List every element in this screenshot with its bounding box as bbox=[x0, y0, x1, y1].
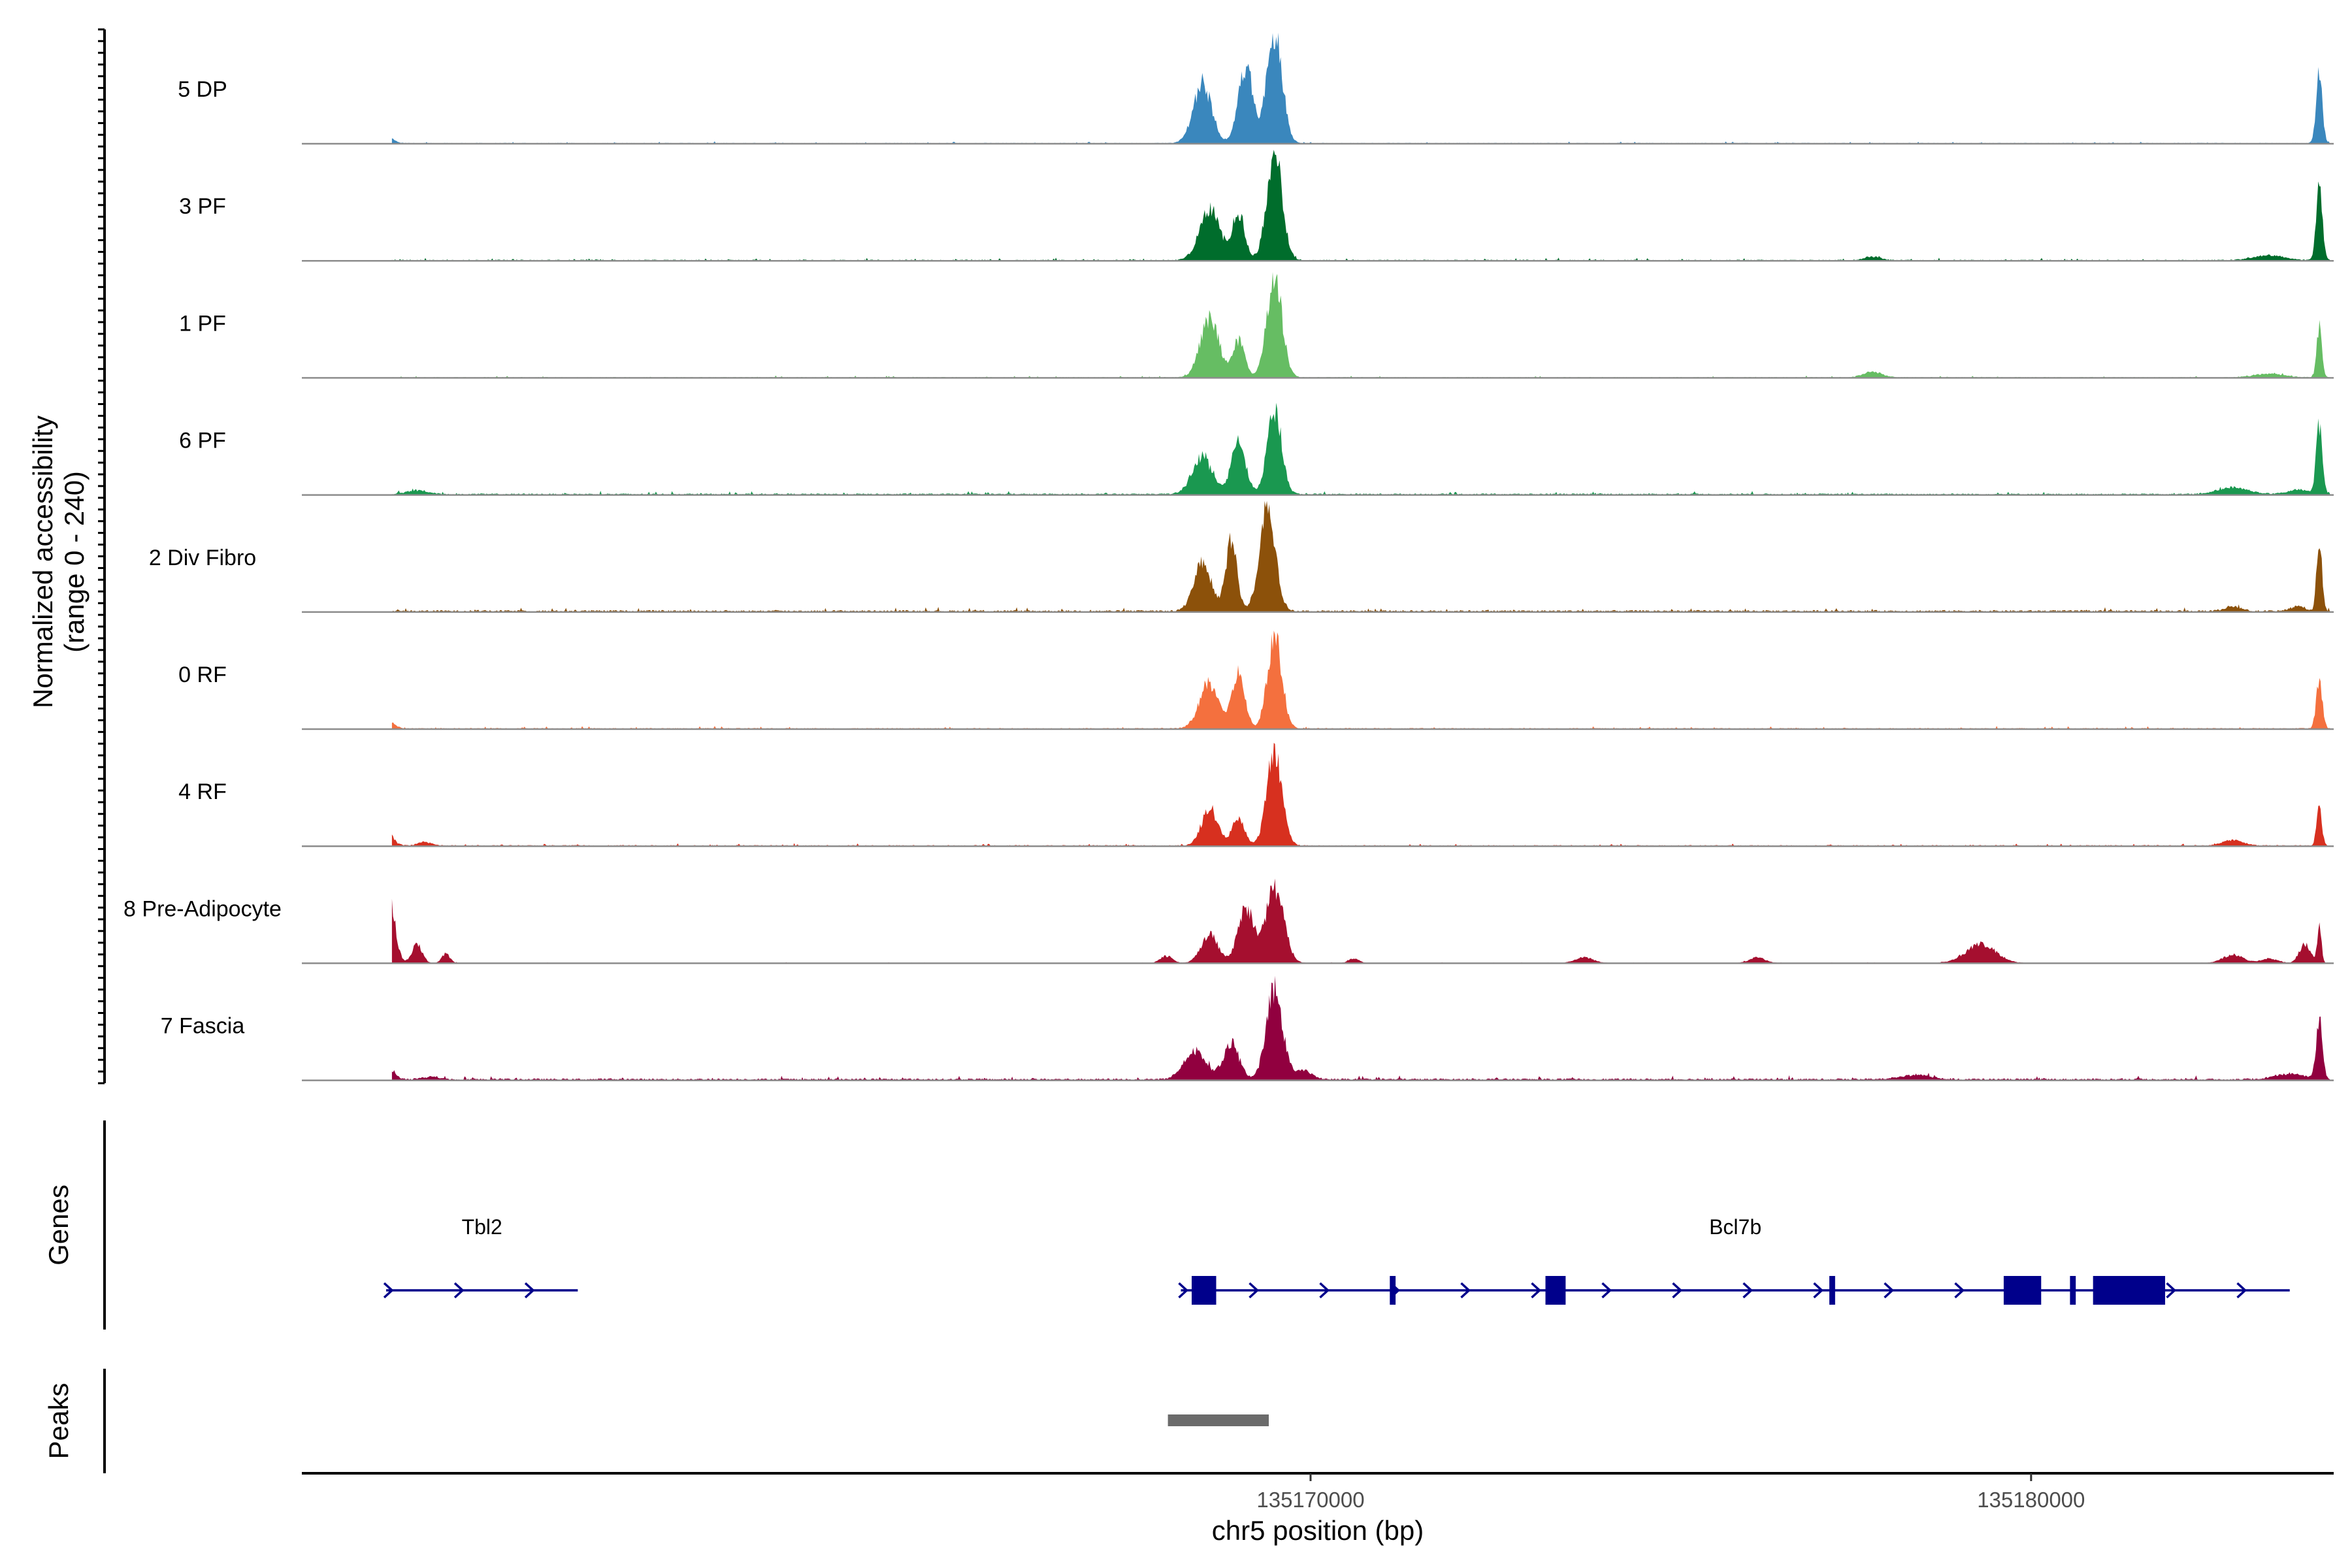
coverage-track: 4 RF bbox=[178, 743, 2334, 847]
coverage-track: 8 Pre-Adipocyte bbox=[123, 878, 2334, 964]
x-axis-title: chr5 position (bp) bbox=[1212, 1515, 1424, 1546]
gene-exon bbox=[1390, 1276, 1396, 1305]
track-label: 0 RF bbox=[178, 662, 227, 687]
track-label: 6 PF bbox=[179, 429, 226, 453]
strand-arrow bbox=[524, 1282, 535, 1299]
peak-region bbox=[1168, 1414, 1269, 1426]
track-label: 1 PF bbox=[179, 311, 226, 336]
gene: Tbl2 bbox=[383, 1215, 578, 1299]
gene-exon bbox=[2093, 1276, 2165, 1305]
strand-arrow bbox=[383, 1282, 394, 1299]
track-label: 2 Div Fibro bbox=[149, 546, 256, 570]
strand-arrow bbox=[1531, 1282, 1542, 1299]
x-axis-ticks: 135170000 135180000 bbox=[1256, 1473, 2085, 1512]
genes-panel-title: Genes bbox=[43, 1184, 74, 1266]
coverage-track: 1 PF bbox=[179, 272, 2334, 379]
coverage-track: 0 RF bbox=[178, 630, 2334, 730]
track-label: 3 PF bbox=[179, 194, 226, 219]
strand-arrow bbox=[1249, 1282, 1260, 1299]
strand-arrow bbox=[1601, 1282, 1612, 1299]
gene: Bcl7b bbox=[1178, 1215, 2290, 1305]
track-label: 8 Pre-Adipocyte bbox=[123, 896, 282, 921]
strand-arrow bbox=[1742, 1282, 1754, 1299]
strand-arrow bbox=[1672, 1282, 1683, 1299]
gene-annotation-track: Tbl2 Bcl7b bbox=[383, 1215, 2290, 1305]
gene-name-label: Tbl2 bbox=[462, 1215, 502, 1239]
gene-exon bbox=[2003, 1276, 2042, 1305]
gene-exon bbox=[2070, 1276, 2076, 1305]
strand-arrow bbox=[1884, 1282, 1895, 1299]
x-tick-label: 135170000 bbox=[1256, 1488, 1364, 1512]
track-label: 4 RF bbox=[178, 779, 227, 804]
coverage-track: 2 Div Fibro bbox=[149, 500, 2334, 613]
accessibility-y-axis bbox=[98, 28, 106, 1085]
peak-regions-track bbox=[1168, 1414, 1269, 1426]
gene-exon bbox=[1545, 1276, 1566, 1305]
strand-arrow bbox=[2236, 1282, 2247, 1299]
y-axis-title-line2: (range 0 - 240) bbox=[59, 471, 90, 653]
gene-name-label: Bcl7b bbox=[1709, 1215, 1761, 1239]
track-label: 5 DP bbox=[178, 77, 227, 102]
strand-arrow bbox=[1460, 1282, 1471, 1299]
strand-arrow bbox=[1319, 1282, 1330, 1299]
coverage-track: 6 PF bbox=[179, 402, 2334, 496]
gene-exon bbox=[1829, 1276, 1835, 1305]
coverage-track: 7 Fascia bbox=[161, 975, 2334, 1081]
y-axis-title-line1: Normalized accessibility bbox=[27, 416, 58, 708]
track-label: 7 Fascia bbox=[161, 1014, 245, 1039]
strand-arrow bbox=[2166, 1282, 2177, 1299]
gene-exon bbox=[1192, 1276, 1217, 1305]
strand-arrow bbox=[1813, 1282, 1824, 1299]
strand-arrow bbox=[1178, 1282, 1189, 1299]
x-tick-label: 135180000 bbox=[1977, 1488, 2085, 1512]
strand-arrow bbox=[453, 1282, 465, 1299]
coverage-track: 3 PF bbox=[179, 150, 2334, 262]
coverage-tracks: 5 DP 3 PF 1 PF 6 PF 2 Div Fibro 0 RF 4 RF 8 Pre… bbox=[123, 33, 2334, 1081]
peaks-panel-title: Peaks bbox=[43, 1383, 74, 1460]
strand-arrow bbox=[1954, 1282, 1965, 1299]
coverage-track: 5 DP bbox=[178, 33, 2334, 145]
